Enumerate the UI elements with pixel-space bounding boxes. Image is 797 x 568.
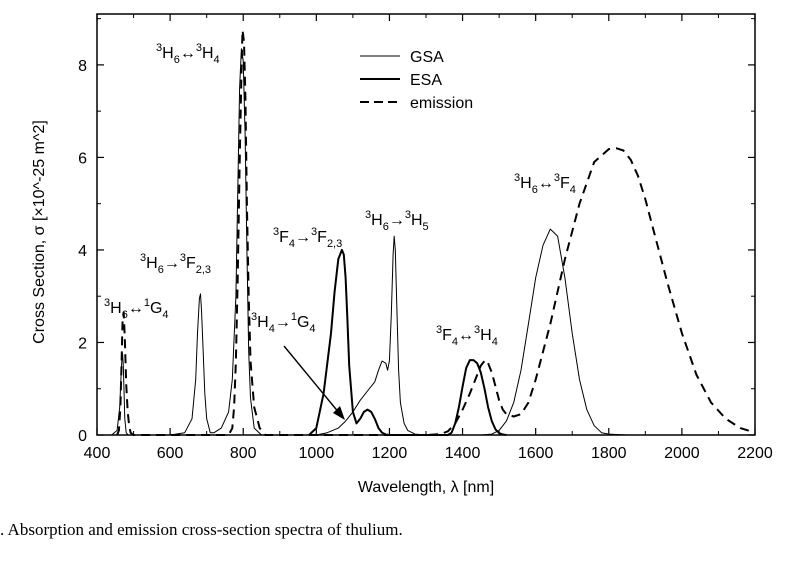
y-tick-label: 8 [78,58,87,75]
transition-label: 3F4→3F2,3 [273,226,342,250]
series-esa-line [308,248,507,436]
y-axis-label: Cross Section, σ [×10^-25 m^2] [31,120,48,344]
y-tick-label: 4 [78,243,87,260]
arrow-head [333,406,345,420]
legend-label-GSA: GSA [410,49,444,66]
x-tick-label: 1400 [445,445,481,462]
series-gsa-line [111,48,628,436]
annotation-arrow [283,345,345,420]
transition-label: 3H6↔3F4 [514,172,576,196]
x-tick-label: 400 [84,445,111,462]
x-tick-label: 1200 [372,445,408,462]
x-tick-label: 2000 [664,445,700,462]
y-axis: 0 2 4 6 8 [78,18,755,445]
series-layer [111,29,756,436]
x-tick-label: 1800 [591,445,627,462]
y-tick-label: 0 [78,428,87,445]
transition-label: 3H6↔3H4 [156,42,220,66]
x-tick-label: 2200 [737,445,773,462]
annotations: 3H6↔3H4 3H6→3F2,3 3H6↔1G4 3F4→3F2,3 3H6→3H5 3… [104,42,576,348]
x-axis: 400 600 800 1000 1200 1400 1600 1800 2000 2200 [84,14,773,462]
x-axis-label: Wavelength, λ [nm] [358,479,494,496]
y-tick-label: 2 [78,335,87,352]
figure-caption: . Absorption and emission cross-section … [0,520,403,539]
legend-label-emission: emission [410,95,473,112]
cross-section-chart: 400 600 800 1000 1200 1400 1600 1800 2000 2200 0 2… [31,13,773,496]
legend: GSA ESA emission [360,49,473,112]
transition-label: 3H6↔1G4 [104,297,169,321]
series-emission-line [116,29,756,436]
x-tick-label: 800 [230,445,257,462]
transition-label: 3F4↔3H4 [436,324,498,348]
transition-label: 3H6→3F2,3 [140,252,211,276]
x-tick-label: 600 [157,445,184,462]
legend-label-ESA: ESA [410,72,442,89]
x-tick-label: 1000 [299,445,335,462]
x-tick-label: 1600 [518,445,554,462]
y-tick-label: 6 [78,150,87,167]
transition-label: 3H4→1G4 [251,311,316,335]
transition-label: 3H6→3H5 [365,209,429,233]
